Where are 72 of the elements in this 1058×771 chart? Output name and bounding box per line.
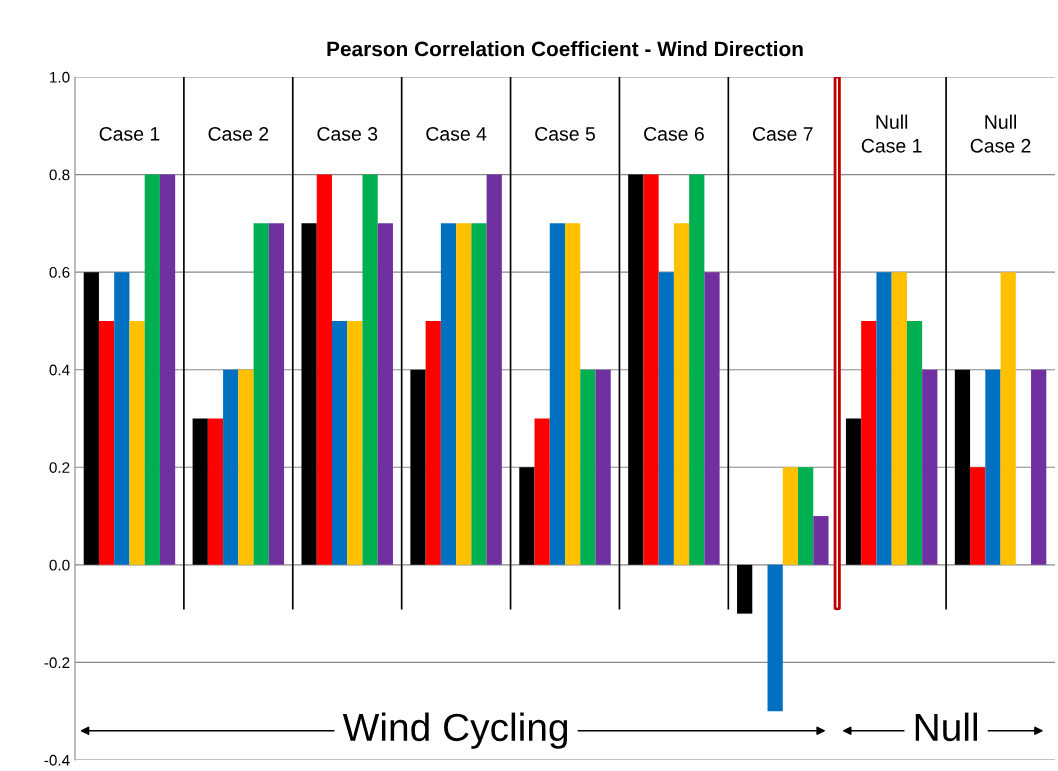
y-tick-label: 0.8 — [49, 169, 70, 181]
bar — [316, 174, 332, 565]
bar — [595, 369, 611, 565]
bar — [207, 418, 224, 565]
y-tick-label: -0.4 — [44, 754, 70, 766]
bar — [83, 272, 99, 565]
bar — [628, 174, 644, 565]
y-tick-label: 1.0 — [50, 71, 70, 83]
bar — [813, 516, 829, 565]
y-tick-label: 0.4 — [49, 364, 70, 376]
bar — [954, 369, 971, 565]
bar — [845, 418, 862, 565]
bar — [689, 174, 705, 565]
bar — [159, 174, 176, 565]
bar — [347, 320, 363, 565]
x-tick-label: Case 7 — [752, 126, 813, 141]
bar — [985, 369, 1001, 565]
bar — [486, 174, 502, 565]
bar — [1000, 272, 1016, 565]
x-tick-label: Null Case 1 — [861, 114, 922, 153]
bar — [144, 174, 160, 565]
bar — [906, 320, 923, 565]
bar — [534, 418, 550, 565]
bar — [643, 174, 659, 565]
bar — [331, 320, 348, 565]
bar — [922, 369, 938, 565]
x-tick-label: Null Case 2 — [970, 114, 1031, 153]
x-tick-label: Case 3 — [317, 126, 378, 141]
bar — [192, 418, 208, 565]
bar — [704, 272, 720, 565]
bar — [970, 467, 986, 565]
bar — [767, 564, 783, 712]
chart-title: Pearson Correlation Coefficient - Wind Direction — [327, 41, 803, 57]
y-tick-label: 0.2 — [49, 462, 70, 473]
y-tick-label: 0.0 — [49, 559, 70, 571]
bar — [238, 369, 254, 565]
bar — [223, 369, 239, 565]
bar — [891, 272, 907, 565]
annotation: Null — [915, 712, 978, 742]
bar — [410, 369, 426, 565]
annotation: Wind Cycling — [342, 712, 568, 749]
bar — [362, 174, 378, 565]
bar — [440, 223, 457, 565]
bar — [737, 564, 753, 614]
y-tick-label: 0.6 — [49, 267, 70, 278]
bar — [580, 369, 596, 565]
bar — [456, 223, 472, 565]
x-tick-label: Case 1 — [99, 126, 160, 141]
bar — [658, 272, 674, 565]
bar — [114, 272, 130, 565]
bar — [98, 320, 115, 565]
bar — [861, 320, 877, 565]
bar — [565, 223, 581, 565]
bar — [268, 223, 285, 565]
bar — [425, 320, 441, 565]
bar — [798, 467, 814, 565]
bar — [301, 223, 317, 565]
bar — [253, 223, 269, 565]
bar — [519, 467, 535, 565]
bar — [549, 223, 565, 565]
x-tick-label: Case 2 — [208, 126, 269, 141]
bar — [673, 223, 690, 565]
bar — [1031, 369, 1047, 565]
x-tick-label: Case 5 — [535, 126, 595, 141]
bar — [782, 467, 799, 565]
bar — [377, 223, 393, 565]
bar — [471, 223, 487, 565]
x-tick-label: Case 4 — [426, 126, 487, 141]
y-tick-label: -0.2 — [44, 657, 70, 669]
bar — [876, 272, 892, 565]
bar — [129, 320, 145, 565]
x-tick-label: Case 6 — [644, 126, 704, 141]
